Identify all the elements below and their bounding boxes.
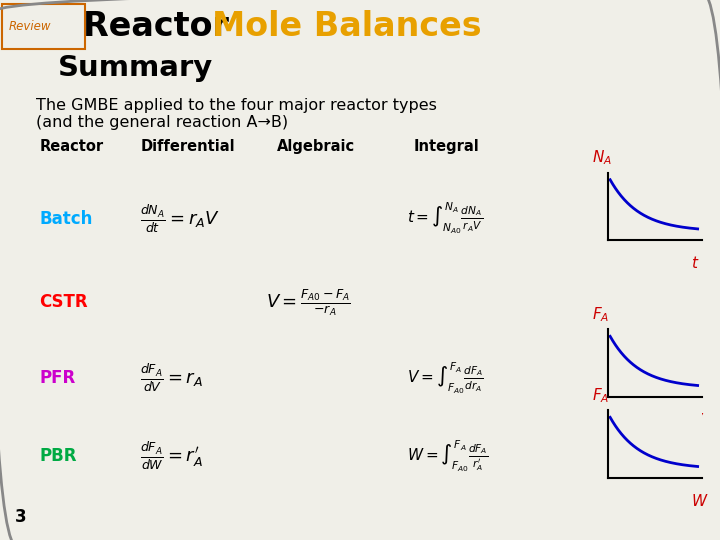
Text: 3: 3 xyxy=(14,509,26,526)
Text: $t$: $t$ xyxy=(690,255,699,271)
Text: Summary: Summary xyxy=(58,53,213,82)
Text: Batch: Batch xyxy=(40,210,93,228)
Text: $N_A$: $N_A$ xyxy=(592,148,611,167)
Text: Reactor: Reactor xyxy=(83,10,240,43)
Text: Differential: Differential xyxy=(140,139,235,154)
Text: Review: Review xyxy=(9,20,51,33)
Text: The GMBE applied to the four major reactor types: The GMBE applied to the four major react… xyxy=(36,98,437,113)
Text: $V = \frac{F_{A0} - F_A}{-r_A}$: $V = \frac{F_{A0} - F_A}{-r_A}$ xyxy=(266,287,351,318)
Text: (and the general reaction A→B): (and the general reaction A→B) xyxy=(36,115,288,130)
FancyBboxPatch shape xyxy=(2,4,85,49)
Text: $t = \int_{N_{A0}}^{N_A} \frac{dN_A}{r_A V}$: $t = \int_{N_{A0}}^{N_A} \frac{dN_A}{r_A… xyxy=(407,201,483,237)
Text: $V$: $V$ xyxy=(690,411,704,428)
Text: Mole Balances: Mole Balances xyxy=(212,10,482,43)
Text: Algebraic: Algebraic xyxy=(277,139,356,154)
Text: $\frac{dN_A}{dt} = r_A V$: $\frac{dN_A}{dt} = r_A V$ xyxy=(140,203,220,234)
Text: $W = \int_{F_{A0}}^{F_A} \frac{dF_A}{r_A'}$: $W = \int_{F_{A0}}^{F_A} \frac{dF_A}{r_A… xyxy=(407,438,488,474)
Text: PBR: PBR xyxy=(40,447,77,465)
Text: $F_A$: $F_A$ xyxy=(592,305,609,324)
Text: $V = \int_{F_{A0}}^{F_A} \frac{dF_A}{dr_A}$: $V = \int_{F_{A0}}^{F_A} \frac{dF_A}{dr_… xyxy=(407,360,484,396)
Text: $\frac{dF_A}{dV} = r_A$: $\frac{dF_A}{dV} = r_A$ xyxy=(140,362,204,394)
Text: $W$: $W$ xyxy=(690,492,708,509)
Text: $F_A$: $F_A$ xyxy=(592,386,609,405)
Text: $\frac{dF_A}{dW} = r_A'$: $\frac{dF_A}{dW} = r_A'$ xyxy=(140,441,204,472)
Text: Reactor: Reactor xyxy=(40,139,104,154)
Text: CSTR: CSTR xyxy=(40,293,89,312)
Text: PFR: PFR xyxy=(40,369,76,387)
Text: Integral: Integral xyxy=(414,139,480,154)
